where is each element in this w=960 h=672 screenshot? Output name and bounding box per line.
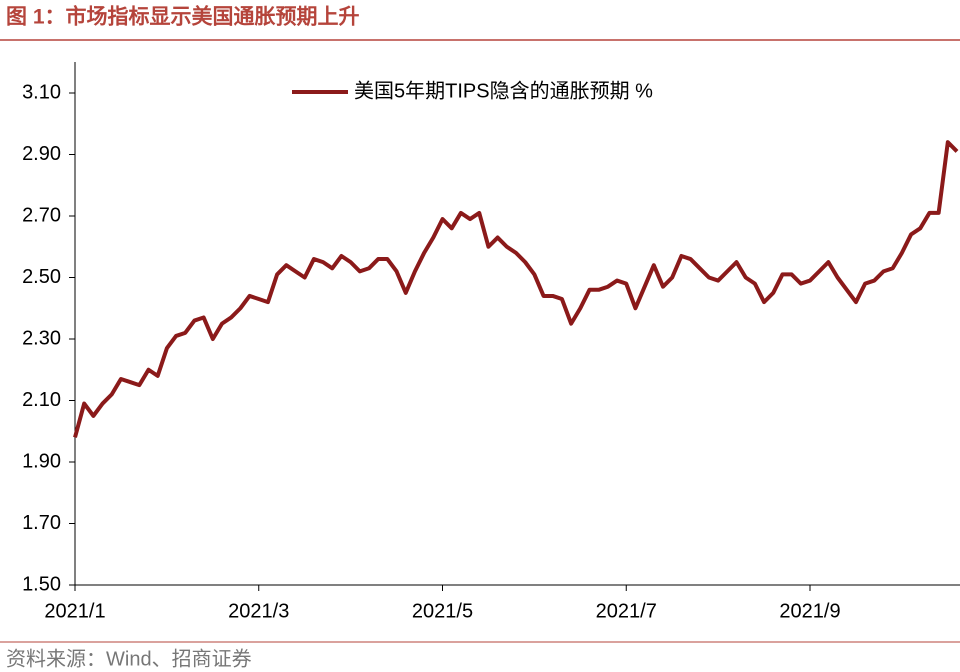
series-line — [73, 140, 959, 438]
y-tick-label: 2.70 — [22, 204, 61, 226]
legend-label: 美国5年期TIPS隐含的通胀预期 % — [354, 79, 653, 102]
source: 资料来源：Wind、招商证券 — [6, 647, 252, 670]
x-tick-label: 2021/1 — [44, 600, 105, 622]
y-tick-label: 2.90 — [22, 143, 61, 165]
x-tick-label: 2021/3 — [228, 600, 289, 622]
chart-title: 图 1：市场指标显示美国通胀预期上升 — [6, 5, 360, 29]
x-tick-label: 2021/7 — [596, 600, 657, 622]
y-tick-label: 1.70 — [22, 512, 61, 534]
y-tick-label: 2.30 — [22, 327, 61, 349]
x-tick-label: 2021/5 — [412, 600, 473, 622]
y-tick-label: 2.50 — [22, 266, 61, 288]
x-tick-label: 2021/9 — [779, 600, 840, 622]
y-tick-label: 2.10 — [22, 389, 61, 411]
y-tick-label: 3.10 — [22, 81, 61, 103]
y-tick-label: 1.90 — [22, 450, 61, 472]
y-tick-label: 1.50 — [22, 573, 61, 595]
